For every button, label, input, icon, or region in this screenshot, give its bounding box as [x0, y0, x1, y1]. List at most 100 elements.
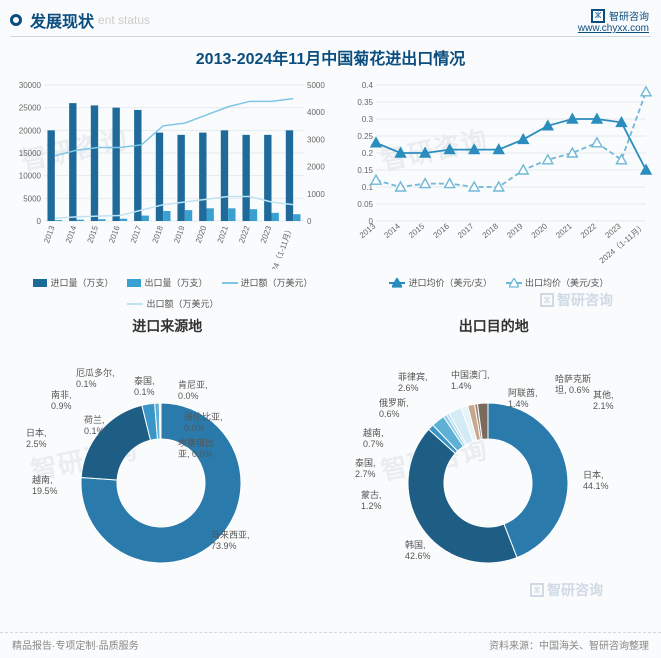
svg-text:2020: 2020 — [530, 221, 550, 240]
svg-text:马来西亚,: 马来西亚, — [211, 530, 250, 540]
svg-text:2024（1-11月）: 2024（1-11月） — [598, 222, 648, 266]
price-chart: 00.050.10.150.20.250.30.350.420132014201… — [344, 79, 654, 310]
svg-text:荷兰,: 荷兰, — [84, 414, 105, 425]
svg-text:0.35: 0.35 — [357, 98, 373, 107]
bar-chart-legend: 进口量（万支） 出口量（万支） 进口额（万美元） 出口额（万美元） — [8, 276, 338, 310]
svg-text:韩国,: 韩国, — [405, 539, 426, 550]
svg-text:2022: 2022 — [237, 224, 252, 244]
svg-text:0.3: 0.3 — [362, 115, 374, 124]
svg-text:1000: 1000 — [307, 190, 325, 199]
svg-text:0.0%: 0.0% — [184, 423, 205, 433]
svg-text:2014: 2014 — [64, 224, 79, 244]
main-title: 2013-2024年11月中国菊花进出口情况 — [0, 45, 661, 69]
header-title: 发展现状 — [30, 8, 94, 32]
svg-text:19.5%: 19.5% — [32, 486, 58, 496]
svg-text:亚, 0.0%: 亚, 0.0% — [178, 449, 213, 459]
legend-item: 出口量（万支） — [127, 276, 207, 289]
svg-text:0: 0 — [307, 217, 312, 226]
svg-text:0.4: 0.4 — [362, 81, 374, 90]
svg-text:厄瓜多尔,: 厄瓜多尔, — [76, 367, 115, 378]
svg-text:2022: 2022 — [579, 221, 599, 240]
svg-text:2023: 2023 — [603, 221, 623, 240]
svg-text:坦, 0.6%: 坦, 0.6% — [555, 385, 590, 395]
header: 发展现状 ent status — [0, 0, 661, 36]
svg-text:2.1%: 2.1% — [593, 401, 614, 411]
svg-text:2023: 2023 — [259, 224, 274, 244]
svg-text:0: 0 — [37, 217, 42, 226]
svg-text:5000: 5000 — [23, 194, 41, 203]
svg-text:0.05: 0.05 — [357, 200, 373, 209]
svg-text:5000: 5000 — [307, 81, 325, 90]
svg-text:0.0%: 0.0% — [178, 391, 199, 401]
svg-text:肯尼亚,: 肯尼亚, — [178, 379, 208, 390]
export-donut-title: 出口目的地 — [333, 316, 656, 336]
footer: 精品报告·专项定制·品质服务 资料来源：中国海关、智研咨询整理 — [0, 632, 661, 652]
brand-url: www.chyxx.com — [578, 23, 649, 34]
svg-text:1.2%: 1.2% — [361, 501, 382, 511]
svg-text:2015: 2015 — [86, 224, 101, 244]
svg-text:3000: 3000 — [307, 135, 325, 144]
svg-text:44.1%: 44.1% — [583, 481, 609, 491]
svg-text:73.9%: 73.9% — [211, 541, 237, 551]
svg-text:日本,: 日本, — [26, 427, 47, 438]
svg-text:30000: 30000 — [19, 81, 42, 90]
svg-text:0.7%: 0.7% — [363, 439, 384, 449]
svg-text:2014: 2014 — [382, 221, 402, 240]
svg-text:2016: 2016 — [107, 224, 122, 244]
footer-right: 资料来源：中国海关、智研咨询整理 — [489, 637, 649, 652]
svg-text:蒙古,: 蒙古, — [361, 489, 382, 500]
svg-text:0.15: 0.15 — [357, 166, 373, 175]
svg-text:2018: 2018 — [481, 221, 501, 240]
svg-text:泰国,: 泰国, — [134, 375, 155, 386]
top-charts-row: 0 5000 10000 15000 20000 25000 30000 0 1000 2000 3… — [0, 79, 661, 310]
svg-text:2000: 2000 — [307, 163, 325, 172]
svg-text:0.1%: 0.1% — [134, 387, 155, 397]
svg-text:南非,: 南非, — [51, 389, 72, 400]
legend-item: 进口均价（美元/支） — [389, 276, 492, 289]
brand-block: ⵣ 智研咨询 www.chyxx.com — [578, 8, 649, 34]
svg-text:1.4%: 1.4% — [451, 381, 472, 391]
header-bullet-icon — [10, 14, 22, 26]
svg-text:2017: 2017 — [456, 221, 476, 240]
brand-icon: ⵣ — [591, 9, 605, 23]
header-divider — [10, 36, 651, 37]
legend-item: 出口额（万美元） — [127, 297, 218, 310]
import-donut-title: 进口来源地 — [6, 316, 329, 336]
svg-text:2013: 2013 — [42, 224, 57, 244]
svg-text:42.6%: 42.6% — [405, 551, 431, 561]
svg-text:10000: 10000 — [19, 172, 42, 181]
svg-text:2020: 2020 — [194, 224, 209, 244]
export-donut: 出口目的地 日本,44.1%韩国,42.6%蒙古,1.2%泰国,2.7%越南,0… — [333, 310, 656, 593]
svg-text:0.2: 0.2 — [362, 149, 374, 158]
svg-text:1.4%: 1.4% — [508, 399, 529, 409]
svg-text:2.7%: 2.7% — [355, 469, 376, 479]
svg-text:俄罗斯,: 俄罗斯, — [379, 397, 409, 408]
svg-text:中国澳门,: 中国澳门, — [451, 369, 490, 380]
svg-text:15000: 15000 — [19, 149, 42, 158]
svg-text:泰国,: 泰国, — [355, 457, 376, 468]
svg-text:4000: 4000 — [307, 108, 325, 117]
legend-item: 进口量（万支） — [33, 276, 113, 289]
svg-text:2016: 2016 — [432, 221, 452, 240]
svg-text:2013: 2013 — [358, 221, 378, 240]
svg-text:日本,: 日本, — [583, 469, 604, 480]
svg-text:2017: 2017 — [129, 224, 144, 244]
svg-text:0.25: 0.25 — [357, 132, 373, 141]
svg-text:2021: 2021 — [216, 224, 231, 244]
svg-text:25000: 25000 — [19, 104, 42, 113]
svg-text:2019: 2019 — [505, 221, 525, 240]
svg-text:越南,: 越南, — [32, 474, 53, 485]
svg-text:0.6%: 0.6% — [379, 409, 400, 419]
svg-text:2015: 2015 — [407, 221, 427, 240]
svg-text:越南,: 越南, — [363, 427, 384, 438]
svg-text:2.5%: 2.5% — [26, 439, 47, 449]
svg-text:0.9%: 0.9% — [51, 401, 72, 411]
donut-row: 进口来源地 马来西亚,73.9%越南,19.5%日本,2.5%南非,0.9%荷兰… — [0, 310, 661, 593]
svg-text:哈萨克斯: 哈萨克斯 — [555, 373, 591, 384]
svg-text:0.1%: 0.1% — [84, 426, 105, 436]
footer-left: 精品报告·专项定制·品质服务 — [12, 637, 139, 652]
legend-item: 进口额（万美元） — [222, 276, 313, 289]
svg-text:2021: 2021 — [554, 221, 574, 240]
svg-text:2019: 2019 — [172, 224, 187, 244]
svg-text:20000: 20000 — [19, 126, 42, 135]
